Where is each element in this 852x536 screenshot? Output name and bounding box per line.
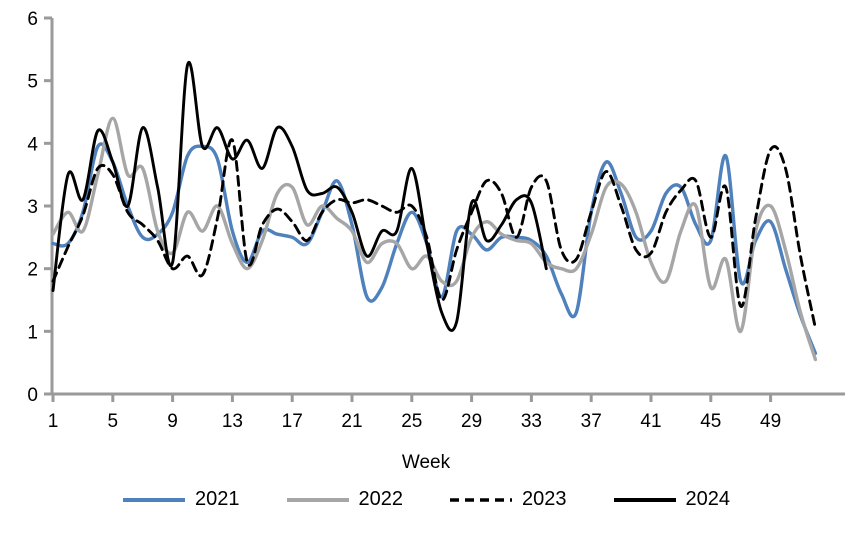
x-tick-label: 49 (760, 411, 781, 432)
y-tick-label: 2 (27, 260, 38, 281)
legend-swatch-solid-line (286, 497, 349, 502)
series-line-2024 (51, 60, 548, 332)
x-axis-title: Week (401, 452, 451, 473)
legend-label-2023: 2023 (522, 488, 567, 510)
x-tick-label: 17 (282, 411, 303, 432)
legend: 2021 2022 2023 2024 (0, 488, 852, 511)
legend-swatch-dashed-line (450, 497, 512, 502)
legend-item-2023: 2023 (449, 488, 567, 511)
y-tick-label: 1 (27, 322, 38, 343)
legend-swatch-solid-line (613, 497, 676, 502)
y-tick-label: 6 (27, 9, 38, 30)
series-line-2022 (51, 116, 818, 362)
legend-label-2024: 2024 (685, 488, 731, 510)
y-tick-label: 5 (27, 72, 38, 93)
y-tick-label: 3 (27, 197, 38, 218)
x-tick-label: 5 (108, 411, 119, 432)
legend-item-2022: 2022 (286, 488, 404, 511)
legend-swatch-solid-line (123, 497, 185, 502)
y-tick-label: 0 (27, 385, 38, 406)
x-tick-label: 37 (581, 411, 602, 432)
x-tick-label: 41 (640, 411, 661, 432)
legend-item-2024: 2024 (613, 488, 731, 511)
y-tick-label: 4 (27, 134, 38, 155)
x-tick-label: 29 (461, 411, 482, 432)
legend-item-2021: 2021 (122, 488, 240, 511)
x-tick-label: 1 (48, 411, 59, 432)
x-tick-label: 33 (521, 411, 542, 432)
series-line-2021 (51, 142, 818, 355)
x-tick-label: 9 (167, 411, 178, 432)
x-tick-label: 21 (341, 411, 362, 432)
x-tick-label: 45 (700, 411, 721, 432)
legend-label-2021: 2021 (195, 488, 240, 510)
x-tick-label: 25 (401, 411, 422, 432)
legend-label-2022: 2022 (358, 488, 404, 510)
series-line-2023 (51, 138, 817, 330)
x-tick-label: 13 (222, 411, 243, 432)
